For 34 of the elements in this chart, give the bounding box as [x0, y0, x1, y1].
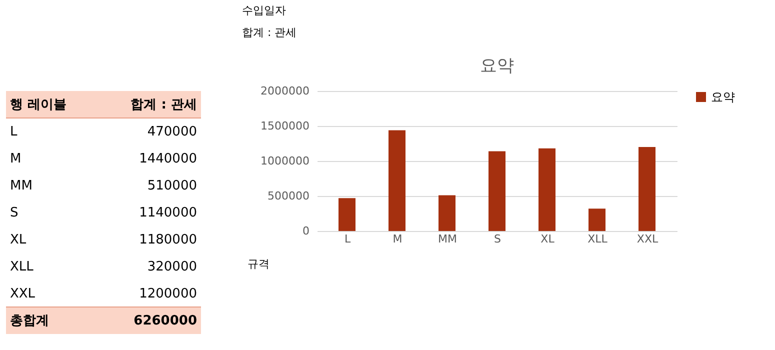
text: 320000	[147, 260, 197, 274]
y-tick-label: 500000	[268, 190, 310, 202]
category-label: L	[10, 124, 18, 140]
text: 총합계	[10, 314, 49, 328]
category-label: M	[10, 152, 22, 166]
y-tick-label: 1500000	[260, 120, 310, 132]
category-label: XLL	[10, 260, 34, 274]
text: 합계 : 관세	[242, 26, 297, 39]
text: 6260000	[134, 314, 197, 328]
text: 470000	[147, 124, 197, 140]
text: 1180000	[139, 232, 197, 248]
x-tick-label: M	[392, 232, 402, 246]
x-tick-label: XLL	[588, 232, 608, 246]
category-label: XXL	[10, 286, 36, 302]
x-tick-label: S	[494, 232, 502, 246]
x-tick-label: XL	[540, 232, 556, 246]
legend-label: 요약	[711, 90, 735, 104]
category-label: S	[10, 206, 18, 220]
x-tick-label: XXL	[636, 232, 659, 246]
x-axis-title: 규격	[248, 258, 270, 270]
text: 1140000	[139, 206, 197, 220]
text: 수입일자	[242, 4, 286, 17]
y-tick-label: 2000000	[260, 84, 310, 98]
text: 510000	[147, 178, 197, 194]
x-tick-label: MM	[438, 232, 457, 246]
text: 합계 : 관세	[130, 98, 197, 112]
text: 행 레이블	[10, 98, 67, 112]
text: 1200000	[139, 286, 197, 302]
y-tick-label: 1000000	[260, 154, 310, 168]
chart-title: 요약	[480, 56, 514, 76]
x-tick-label: L	[344, 232, 352, 246]
category-label: MM	[10, 178, 32, 194]
y-tick-label: 0	[302, 224, 310, 238]
text: 1440000	[139, 152, 197, 166]
